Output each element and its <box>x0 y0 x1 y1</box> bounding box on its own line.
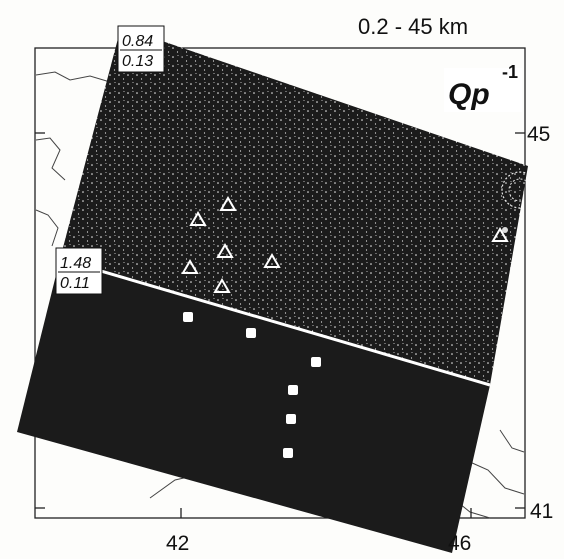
triangle-markers <box>181 196 509 293</box>
upper-top-value: 0.84 <box>122 33 153 50</box>
square-marker <box>311 357 321 367</box>
speckle-cluster <box>501 171 528 233</box>
depth-range-label: 0.2 - 45 km <box>358 14 468 39</box>
lon-tick-label: 42 <box>166 532 189 555</box>
lon-tick-label: 46 <box>448 532 471 555</box>
quantity-exponent: -1 <box>502 62 518 82</box>
upper-block <box>60 27 528 385</box>
map-frame <box>34 47 526 519</box>
triangle-marker <box>263 253 281 268</box>
lat-tick-label: 41 <box>530 500 553 523</box>
lower-bottom-value: 0.11 <box>60 275 90 292</box>
square-markers <box>183 312 321 458</box>
quantity-label: Qp <box>448 78 490 111</box>
triangle-marker <box>189 211 207 226</box>
square-marker <box>183 312 193 322</box>
lower-block <box>17 259 490 553</box>
upper-bottom-value: 0.13 <box>122 53 153 70</box>
axis-ticks <box>35 48 525 518</box>
block-boundary <box>59 257 491 387</box>
square-marker <box>283 448 293 458</box>
triangle-marker <box>491 227 509 242</box>
triangle-marker <box>181 259 199 274</box>
lat-tick-label: 45 <box>527 123 550 146</box>
upper-value-box: 0.84 0.13 <box>117 25 165 73</box>
lower-value-box: 1.48 0.11 <box>55 247 103 295</box>
triangle-marker <box>213 278 231 293</box>
triangle-marker <box>216 243 234 258</box>
square-marker <box>286 414 296 424</box>
triangle-marker <box>219 196 237 211</box>
square-marker <box>288 385 298 395</box>
lower-top-value: 1.48 <box>60 255 91 272</box>
square-marker <box>246 328 256 338</box>
